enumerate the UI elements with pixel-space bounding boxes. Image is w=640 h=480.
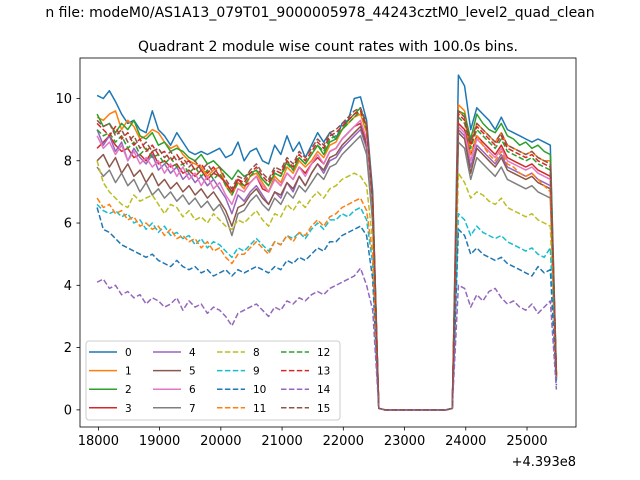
series-line-6 — [96, 119, 558, 411]
series-line-13 — [96, 110, 558, 411]
legend-label-0: 0 — [125, 347, 132, 359]
series-line-10 — [96, 207, 558, 411]
x-tick-label: 19000 — [139, 434, 180, 449]
series-line-11 — [96, 110, 558, 411]
legend-label-2: 2 — [125, 384, 132, 396]
legend-label-1: 1 — [125, 366, 132, 378]
plot-area — [96, 74, 558, 411]
legend-label-4: 4 — [189, 347, 196, 359]
series-line-8 — [96, 160, 558, 411]
x-tick-label: 24000 — [445, 434, 486, 449]
y-tick-label: 6 — [64, 217, 72, 232]
series-line-14 — [96, 267, 558, 411]
legend-label-11: 11 — [253, 403, 266, 415]
legend-label-10: 10 — [253, 384, 266, 396]
y-tick-label: 10 — [55, 92, 72, 107]
legend-label-13: 13 — [317, 366, 330, 378]
x-tick-label: 25000 — [506, 434, 547, 449]
legend-label-15: 15 — [317, 403, 330, 415]
series-line-1 — [96, 103, 558, 411]
series-lines — [96, 74, 558, 411]
x-tick-label: 20000 — [200, 434, 241, 449]
chart-title: Quadrant 2 module wise count rates with … — [138, 39, 518, 55]
series-line-15 — [96, 107, 558, 411]
x-tick-label: 21000 — [261, 434, 302, 449]
legend-label-14: 14 — [317, 384, 331, 396]
y-tick-label: 8 — [64, 154, 72, 169]
axes-frame — [79, 57, 577, 428]
legend-label-7: 7 — [189, 403, 196, 415]
series-line-7 — [96, 135, 558, 411]
x-offset-label: +4.393e8 — [512, 455, 576, 470]
series-line-5 — [96, 125, 558, 411]
legend-label-12: 12 — [317, 347, 330, 359]
chart-suptitle: n file: modeM0/AS1A13_079T01_9000005978_… — [45, 5, 594, 21]
axes: 18000 19000 20000 21000 22000 23000 24000 25000… — [55, 57, 577, 449]
y-tick-label: 2 — [64, 341, 72, 356]
y-tick-label: 4 — [64, 279, 72, 294]
series-line-9 — [96, 203, 558, 411]
legend-label-3: 3 — [125, 403, 132, 415]
legend-label-6: 6 — [189, 384, 196, 396]
legend-label-9: 9 — [253, 366, 260, 378]
x-tick-label: 22000 — [323, 434, 364, 449]
legend-label-5: 5 — [189, 366, 196, 378]
y-tick-label: 0 — [64, 403, 72, 418]
legend-label-8: 8 — [253, 347, 260, 359]
series-line-12 — [96, 110, 558, 411]
series-line-2 — [96, 107, 558, 411]
legend-box — [85, 340, 341, 421]
x-tick-label: 23000 — [384, 434, 425, 449]
x-tick-label: 18000 — [78, 434, 119, 449]
